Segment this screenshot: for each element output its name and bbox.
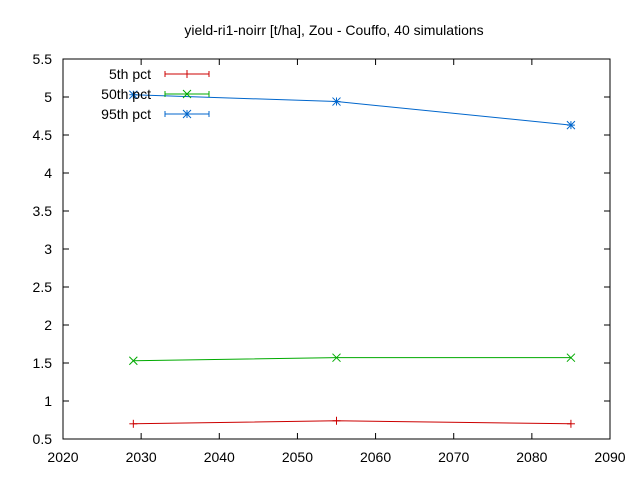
legend-label: 50th pct	[101, 86, 151, 102]
x-tick-label: 2090	[594, 449, 625, 465]
series-line	[133, 94, 571, 126]
legend-marker	[182, 89, 192, 99]
y-tick-label: 4	[44, 165, 52, 181]
y-tick-label: 1.5	[33, 355, 53, 371]
series-2	[128, 353, 576, 366]
y-tick-label: 4.5	[33, 127, 53, 143]
data-point	[332, 97, 341, 106]
legend-marker	[183, 70, 191, 78]
series-1	[129, 416, 575, 428]
x-tick-label: 2050	[282, 449, 313, 465]
data-point	[566, 120, 576, 130]
x-tick-label: 2030	[126, 449, 157, 465]
x-tick-label: 2080	[516, 449, 547, 465]
legend-label: 95th pct	[101, 106, 151, 122]
data-point	[332, 416, 341, 425]
y-tick-label: 2	[44, 317, 52, 333]
legend-label: 5th pct	[109, 66, 151, 82]
legend: 5th pct 50th pct 95th pct	[101, 66, 210, 122]
data-point	[332, 353, 341, 363]
x-tick-label: 2060	[360, 449, 391, 465]
y-tick-label: 3.5	[33, 203, 53, 219]
data-point	[129, 419, 138, 428]
series-line	[133, 420, 571, 425]
data-point	[566, 353, 576, 363]
y-tick-label: 5	[44, 89, 52, 105]
y-tick-label: 0.5	[33, 431, 53, 447]
x-axis: 2020 2030 2040 2050 2060 2070 2080 2090	[47, 59, 626, 465]
x-tick-label: 2040	[204, 449, 235, 465]
x-tick-label: 2070	[438, 449, 469, 465]
series-line	[133, 357, 571, 362]
legend-marker	[182, 109, 192, 119]
y-tick-label: 5.5	[33, 51, 53, 67]
y-tick-label: 1	[44, 393, 52, 409]
data-point	[566, 419, 575, 428]
y-tick-label: 2.5	[33, 279, 53, 295]
series-3	[128, 90, 576, 130]
data-point	[128, 356, 138, 366]
x-tick-label: 2020	[47, 449, 78, 465]
y-axis: 0.5 1 1.5 2 2.5 3 3.5 4 4.5 5 5.5	[33, 51, 610, 447]
y-tick-label: 3	[44, 241, 52, 257]
data-point	[128, 90, 138, 100]
series-layer	[128, 90, 576, 428]
chart-title: yield-ri1-noirr [t/ha], Zou - Couffo, 40…	[184, 22, 483, 38]
